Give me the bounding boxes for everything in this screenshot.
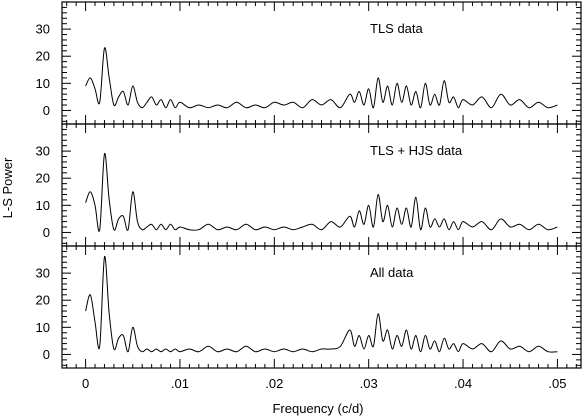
power-curve: [85, 47, 558, 109]
y-tick-label: 20: [36, 49, 50, 64]
y-tick-label: 30: [36, 266, 50, 281]
panel-label: TLS + HJS data: [370, 143, 463, 158]
y-tick-label: 10: [36, 198, 50, 213]
panel-2: 0 10 20 30 TLS + HJS data: [36, 123, 582, 247]
x-tick-label: .05: [548, 376, 566, 391]
y-tick-label: 20: [36, 171, 50, 186]
y-tick-label: 20: [36, 293, 50, 308]
x-tick-label: .01: [171, 376, 189, 391]
y-tick-label: 30: [36, 22, 50, 37]
y-tick-label: 0: [43, 347, 50, 362]
x-tick-label: .03: [360, 376, 378, 391]
x-tick-label: .02: [265, 376, 283, 391]
x-axis: 0 .01 .02 .03 .04 .05: [82, 376, 566, 391]
y-tick-label: 0: [43, 103, 50, 118]
power-curve: [85, 256, 558, 353]
y-tick-label: 10: [36, 320, 50, 335]
y-axis-label: L-S Power: [0, 157, 15, 218]
y-tick-label: 10: [36, 76, 50, 91]
panels-group: 0 10 20 30 TLS data 0 10 20 30 TLS + HJS data 0 10 2…: [36, 1, 582, 369]
y-tick-label: 0: [43, 225, 50, 240]
x-tick-label: 0: [82, 376, 89, 391]
x-tick-label: .04: [454, 376, 472, 391]
panel-1: 0 10 20 30 TLS data: [36, 1, 582, 125]
y-tick-label: 30: [36, 144, 50, 159]
panel-3: 0 10 20 30 All data: [36, 245, 582, 369]
panel-label: All data: [370, 265, 414, 280]
panel-label: TLS data: [370, 21, 424, 36]
power-curve: [85, 153, 558, 232]
x-axis-label: Frequency (c/d): [272, 401, 363, 416]
